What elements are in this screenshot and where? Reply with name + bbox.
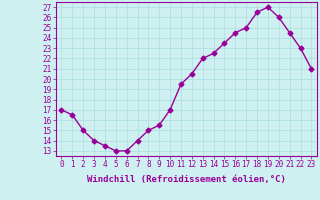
X-axis label: Windchill (Refroidissement éolien,°C): Windchill (Refroidissement éolien,°C) [87, 175, 286, 184]
